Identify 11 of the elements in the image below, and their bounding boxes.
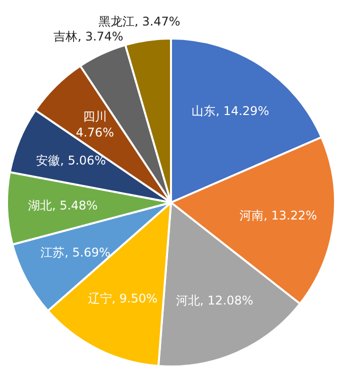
slice-label: 河北, 12.08% bbox=[176, 294, 254, 308]
slice-label: 吉林, 3.74% bbox=[54, 30, 124, 44]
slice-label: 江苏, 5.69% bbox=[40, 246, 110, 260]
slice-label: 安徽, 5.06% bbox=[36, 153, 106, 168]
slice-label: 辽宁, 9.50% bbox=[88, 291, 158, 306]
slice-label: 河南, 13.22% bbox=[240, 208, 318, 222]
slice-label: 黑龙江, 3.47% bbox=[98, 14, 180, 28]
data-label: 4.76% bbox=[76, 126, 114, 140]
slice-label: 山东, 14.29% bbox=[192, 104, 270, 118]
slice-label: 湖北, 5.48% bbox=[28, 198, 98, 213]
slice-label: 四川 bbox=[82, 110, 107, 124]
